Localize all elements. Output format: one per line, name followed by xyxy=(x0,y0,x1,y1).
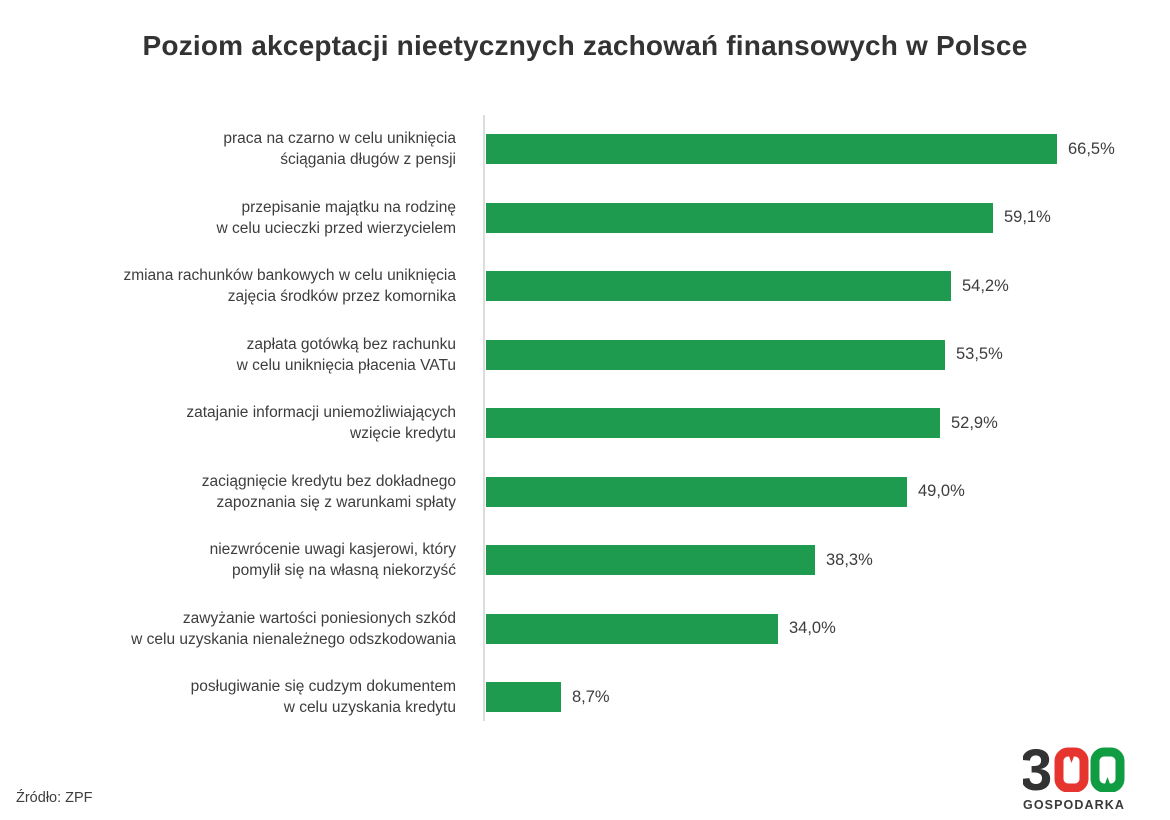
chart-row: zatajanie informacji uniemożliwiających w… xyxy=(0,389,1170,458)
axis-line xyxy=(483,115,485,721)
plot-area: 53,5% xyxy=(484,321,1170,390)
chart-row: posługiwanie się cudzym dokumentem w celu… xyxy=(0,663,1170,732)
bar xyxy=(486,339,945,370)
chart-row: zmiana rachunków bankowych w celu unikni… xyxy=(0,252,1170,321)
plot-area: 8,7% xyxy=(484,663,1170,732)
plot-area: 34,0% xyxy=(484,595,1170,664)
value-label: 8,7% xyxy=(572,687,610,706)
category-label: przepisanie majątku na rodzinę w celu uci… xyxy=(216,198,456,237)
plot-area: 49,0% xyxy=(484,458,1170,527)
brand-name: GOSPODARKA xyxy=(1023,798,1125,812)
chart-rows: praca na czarno w celu uniknięcia ściągan… xyxy=(0,115,1170,732)
category-label: posługiwanie się cudzym dokumentem w celu… xyxy=(190,678,456,717)
chart-row: przepisanie majątku na rodzinę w celu uci… xyxy=(0,184,1170,253)
category-label: zmiana rachunków bankowych w celu unikni… xyxy=(123,267,456,306)
value-label: 66,5% xyxy=(1068,139,1115,158)
chart-row: praca na czarno w celu uniknięcia ściągan… xyxy=(0,115,1170,184)
bar xyxy=(486,613,778,644)
chart-title: Poziom akceptacji nieetycznych zachowań … xyxy=(142,30,1028,61)
chart-row: niezwrócenie uwagi kasjerowi, który pomyl… xyxy=(0,526,1170,595)
category-label: praca na czarno w celu uniknięcia ściągan… xyxy=(223,130,456,169)
value-label: 52,9% xyxy=(951,413,998,432)
bar xyxy=(486,408,940,439)
brand-logo: 3 GOSPODARKA xyxy=(1020,738,1125,812)
source-note: Źródło: ZPF xyxy=(16,790,93,806)
category-label: zatajanie informacji uniemożliwiających w… xyxy=(186,404,456,443)
logo-300-icon: 3 xyxy=(1020,738,1125,803)
category-label: zapłata gotówką bez rachunku w celu unikn… xyxy=(236,335,456,374)
plot-area: 59,1% xyxy=(484,184,1170,253)
value-label: 54,2% xyxy=(962,276,1009,295)
value-label: 38,3% xyxy=(826,550,873,569)
category-label: zawyżanie wartości poniesionych szkód w c… xyxy=(131,609,456,648)
chart-row: zapłata gotówką bez rachunku w celu unikn… xyxy=(0,321,1170,390)
value-label: 59,1% xyxy=(1004,208,1051,227)
bar xyxy=(486,202,993,233)
value-label: 34,0% xyxy=(789,619,836,638)
svg-text:3: 3 xyxy=(1023,746,1052,792)
chart-row: zawyżanie wartości poniesionych szkód w c… xyxy=(0,595,1170,664)
plot-area: 54,2% xyxy=(484,252,1170,321)
chart-row: zaciągnięcie kredytu bez dokładnego zapoz… xyxy=(0,458,1170,527)
plot-area: 38,3% xyxy=(484,526,1170,595)
bar xyxy=(486,476,907,507)
bar xyxy=(486,545,815,576)
bar xyxy=(486,682,561,713)
plot-area: 66,5% xyxy=(484,115,1170,184)
category-label: zaciągnięcie kredytu bez dokładnego zapoz… xyxy=(201,472,456,511)
category-label: niezwrócenie uwagi kasjerowi, który pomyl… xyxy=(209,541,456,580)
bar xyxy=(486,271,951,302)
plot-area: 52,9% xyxy=(484,389,1170,458)
value-label: 49,0% xyxy=(918,482,965,501)
bar xyxy=(486,134,1057,165)
value-label: 53,5% xyxy=(956,345,1003,364)
